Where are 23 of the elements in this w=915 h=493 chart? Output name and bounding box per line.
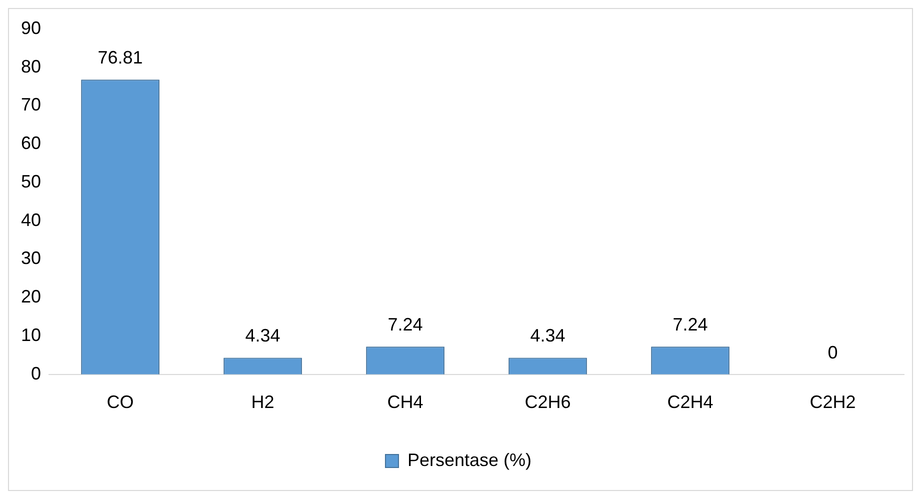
y-tick-label: 30 [20, 248, 42, 268]
y-tick-label: 10 [20, 324, 42, 345]
y-tick-label: 20 [20, 286, 42, 307]
data-label: 7.24 [388, 314, 423, 335]
x-tick-label: CH4 [387, 392, 424, 412]
y-tick-label: 90 [20, 18, 42, 38]
y-tick-label: 0 [31, 363, 42, 384]
data-label: 0 [828, 342, 838, 362]
x-tick-label: C2H6 [524, 392, 571, 412]
x-tick-label: C2H4 [667, 392, 714, 412]
x-tick-label: H2 [251, 392, 274, 412]
data-label: 76.81 [98, 48, 143, 68]
x-tick-label: C2H2 [810, 392, 856, 412]
y-tick-label: 40 [20, 210, 42, 230]
y-tick-label: 70 [20, 94, 42, 115]
data-label: 7.24 [672, 314, 708, 335]
legend-label: Persentase (%) [407, 450, 532, 470]
y-tick-label: 60 [20, 133, 42, 154]
y-tick-label: 50 [20, 171, 42, 192]
data-label: 4.34 [530, 326, 566, 346]
x-tick-label: CO [106, 392, 134, 412]
y-tick-label: 80 [20, 56, 42, 76]
data-label: 4.34 [245, 326, 280, 346]
